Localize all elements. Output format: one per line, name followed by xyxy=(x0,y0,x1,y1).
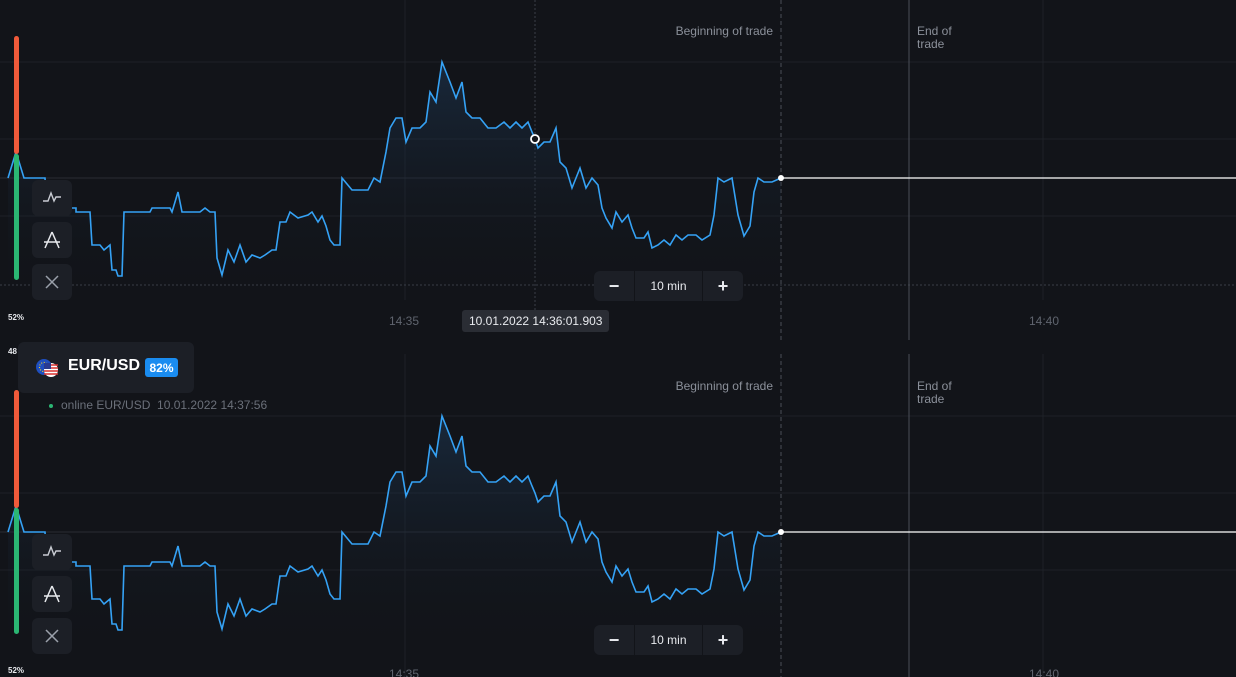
price-area-fill xyxy=(8,62,781,300)
drawing-button[interactable] xyxy=(32,222,72,258)
chart-panel-top[interactable]: Beginning of trade End of trade 14:35 14… xyxy=(0,0,1236,340)
close-tools-button[interactable] xyxy=(32,618,72,654)
zoom-control: − 10 min + xyxy=(594,271,743,301)
time-label-2: 14:40 xyxy=(1029,667,1060,677)
drawing-icon xyxy=(44,585,60,603)
payout-badge: 82% xyxy=(145,358,178,377)
asset-selector[interactable]: EUR/USD 82% xyxy=(18,342,194,393)
time-label-1: 14:35 xyxy=(389,314,420,328)
eur-usd-flag-icon xyxy=(36,359,58,377)
sentiment-down-bar xyxy=(14,36,19,154)
time-label-1: 14:35 xyxy=(389,667,420,677)
zoom-out-button[interactable]: − xyxy=(608,275,620,296)
end-of-trade-label: End of trade xyxy=(917,379,952,406)
zoom-in-button[interactable]: + xyxy=(717,275,729,296)
zoom-out-button[interactable]: − xyxy=(608,629,620,650)
chart-panel-bottom[interactable]: Beginning of trade End of trade 14:35 14… xyxy=(0,354,1236,677)
beginning-of-trade-label: Beginning of trade xyxy=(675,379,773,393)
close-icon xyxy=(45,629,59,643)
indicator-button[interactable] xyxy=(32,534,72,570)
current-price-dot xyxy=(778,175,784,181)
price-series-line xyxy=(7,58,782,279)
crosshair-time-tooltip: 10.01.2022 14:36:01.903 xyxy=(462,310,610,332)
zoom-in-button[interactable]: + xyxy=(717,629,729,650)
price-series-line xyxy=(7,412,782,633)
sentiment-percent: 52% xyxy=(8,666,25,675)
zoom-value: 10 min xyxy=(634,271,703,301)
sentiment-percent: 52% xyxy=(8,313,25,322)
beginning-of-trade-label: Beginning of trade xyxy=(675,24,773,38)
sentiment-up-bar xyxy=(14,508,19,634)
indicator-button[interactable] xyxy=(32,180,72,216)
close-icon xyxy=(45,275,59,289)
crosshair-point xyxy=(530,134,540,144)
zoom-control: − 10 min + xyxy=(594,625,743,655)
price-chart-top[interactable] xyxy=(0,0,1236,340)
status-time: 10.01.2022 14:37:56 xyxy=(157,398,268,412)
price-chart-bottom[interactable] xyxy=(0,354,1236,677)
sentiment-value: 48 xyxy=(8,347,17,356)
status-text: online EUR/USD xyxy=(61,398,151,412)
drawing-icon xyxy=(44,231,60,249)
indicator-icon xyxy=(43,545,61,557)
current-price-dot xyxy=(778,529,784,535)
time-label-2: 14:40 xyxy=(1029,314,1060,328)
close-tools-button[interactable] xyxy=(32,264,72,300)
sentiment-down-bar xyxy=(14,390,19,508)
asset-name: EUR/USD xyxy=(68,357,141,374)
price-area-fill xyxy=(8,416,781,654)
drawing-button[interactable] xyxy=(32,576,72,612)
zoom-value: 10 min xyxy=(634,625,703,655)
sentiment-up-bar xyxy=(14,154,19,280)
end-of-trade-label: End of trade xyxy=(917,24,952,51)
asset-status: online EUR/USD 10.01.2022 14:37:56 xyxy=(49,398,267,412)
online-dot-icon xyxy=(49,403,53,408)
indicator-icon xyxy=(43,191,61,203)
